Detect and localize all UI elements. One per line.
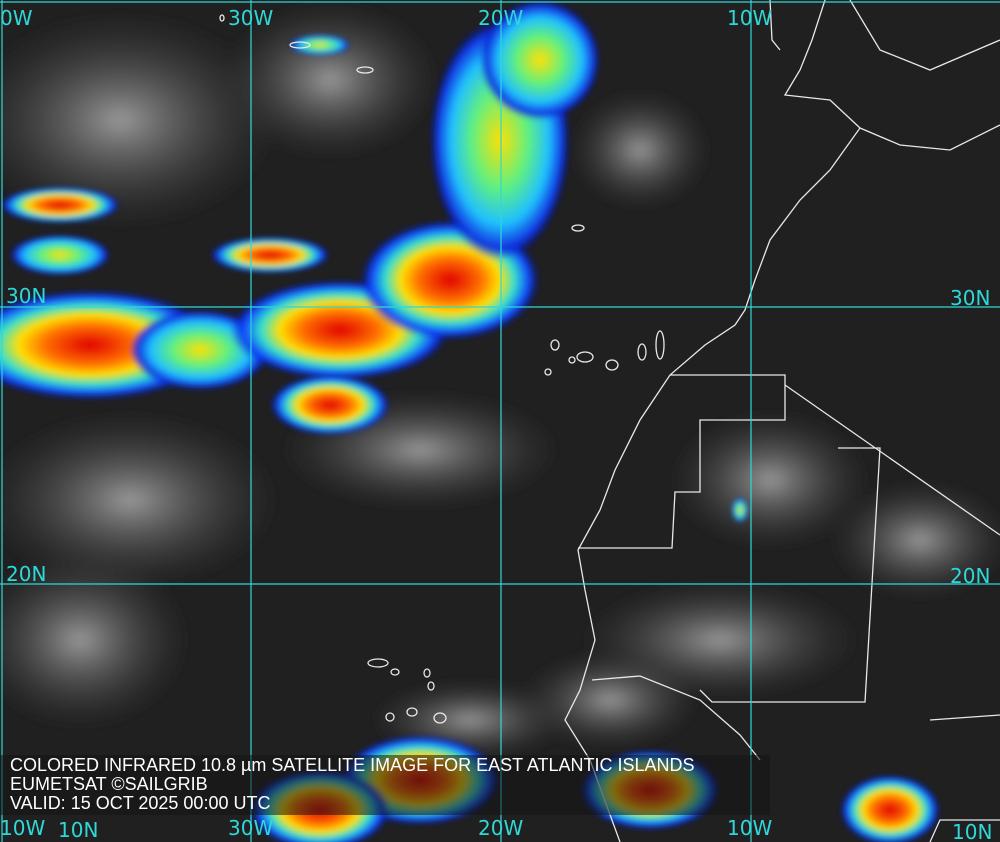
grid-label-top-30w: 30W [228,6,274,30]
caption-band: COLORED INFRARED 10.8 µm SATELLITE IMAGE… [0,755,770,815]
grid-label-bottom-10w: 10W [727,816,773,840]
grid-label-bottom-right-10n: 10N [952,820,993,842]
coastlines [219,0,1000,842]
caption-title: COLORED INFRARED 10.8 µm SATELLITE IMAGE… [10,755,695,775]
grid-label-left-30n: 30N [6,284,47,308]
caption-valid-time: VALID: 15 OCT 2025 00:00 UTC [10,793,271,813]
grid-label-left-20n: 20N [6,562,47,586]
grid-label-bottom-40w: 10W [0,816,46,840]
grid-label-bottom-20w: 20W [478,816,524,840]
grid-label-right-30n: 30N [950,286,991,310]
grid-label-top-40w: 0W [0,6,33,30]
grid-label-top-10w: 10W [727,6,773,30]
grid-label-bottom-10n: 10N [58,818,99,842]
grid-label-top-20w: 20W [478,6,524,30]
grid-label-bottom-30w: 30W [228,816,274,840]
caption-source: EUMETSAT ©SAILGRIB [10,774,208,794]
grid-label-right-20n: 20N [950,564,991,588]
